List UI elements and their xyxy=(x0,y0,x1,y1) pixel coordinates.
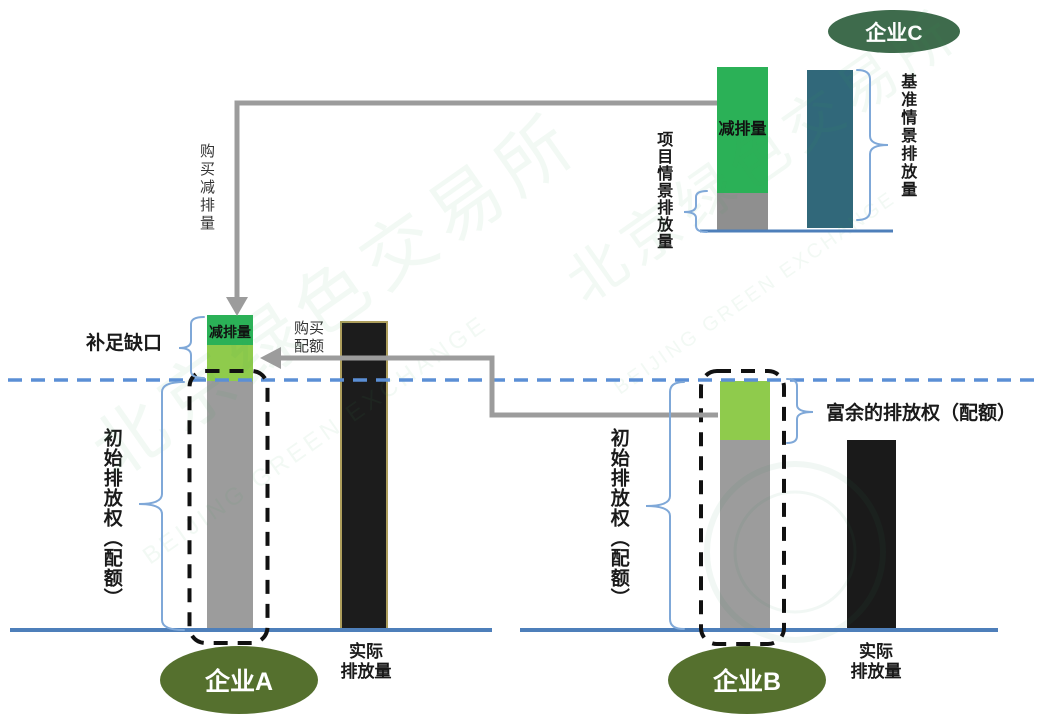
enterprise-c-baseline-bar xyxy=(807,70,853,228)
enterprise-c-baseline-scenario-label: 基准情景排放量 xyxy=(898,73,916,199)
enterprise-a-actual-emissions-bar xyxy=(340,321,388,630)
enterprise-c-project-scenario-label: 项目情景排放量 xyxy=(654,131,672,250)
enterprise-a-initial-allowance-segment xyxy=(207,381,253,632)
gap-label: 补足缺口 xyxy=(86,333,163,354)
enterprise-a-badge: 企业A xyxy=(160,646,318,714)
enterprise-b-label: 企业B xyxy=(712,668,782,696)
enterprise-b-surplus-segment xyxy=(720,381,770,440)
enterprise-c-project-emissions-segment xyxy=(717,193,768,232)
enterprise-c-badge: 企业C xyxy=(828,10,960,53)
enterprise-a-quota-bar: 减排量 xyxy=(207,315,253,632)
enterprise-a-initial-allowance-label: 初始排放权（配额） xyxy=(100,428,122,608)
enterprise-a-reduction-segment: 减排量 xyxy=(207,315,253,345)
watermark-seal-icon xyxy=(704,461,886,643)
enterprise-c-label: 企业C xyxy=(865,21,923,45)
enterprise-c-project-bar: 减排量 xyxy=(717,67,768,232)
enterprise-a-initial-allowance-brace xyxy=(138,381,185,631)
enterprise-b-actual-emissions-label: 实际 排放量 xyxy=(850,642,902,682)
watermark-seal-inner-icon xyxy=(733,490,857,614)
buy-allowance-label: 购买 配额 xyxy=(293,320,324,355)
gap-brace xyxy=(178,316,205,379)
enterprise-a-purchased-allowance-segment xyxy=(207,345,253,381)
enterprise-b-quota-bar xyxy=(720,381,770,631)
enterprise-c-project-brace xyxy=(683,190,708,233)
enterprise-b-initial-allowance-label: 初始排放权（配额） xyxy=(607,428,629,608)
enterprise-b-surplus-label: 富余的排放权（配额） xyxy=(826,403,1017,424)
enterprise-b-badge: 企业B xyxy=(668,646,826,714)
enterprise-a-quota-dashed-outline xyxy=(187,369,270,645)
enterprise-b-quota-dashed-outline xyxy=(699,369,786,646)
enterprise-b-initial-allowance-brace xyxy=(645,381,685,630)
buy-allowance-arrow xyxy=(260,347,718,418)
buy-reductions-arrowhead-icon xyxy=(226,297,248,316)
enterprise-c-reduction-label: 减排量 xyxy=(718,121,767,138)
enterprise-c-reduction-segment: 减排量 xyxy=(717,67,768,193)
enterprise-c-baseline-brace xyxy=(856,69,889,221)
enterprise-b-actual-emissions-bar xyxy=(847,440,896,631)
enterprise-b-used-allowance-segment xyxy=(720,440,770,631)
buy-reductions-label: 购买减排量 xyxy=(198,143,215,233)
enterprise-a-label: 企业A xyxy=(204,668,274,696)
buy-reductions-arrow xyxy=(226,100,717,316)
enterprise-a-reduction-label: 减排量 xyxy=(209,324,251,340)
buy-allowance-arrowhead-icon xyxy=(260,347,281,369)
enterprise-b-surplus-brace xyxy=(786,378,814,444)
enterprise-a-actual-emissions-label: 实际 排放量 xyxy=(340,642,392,682)
